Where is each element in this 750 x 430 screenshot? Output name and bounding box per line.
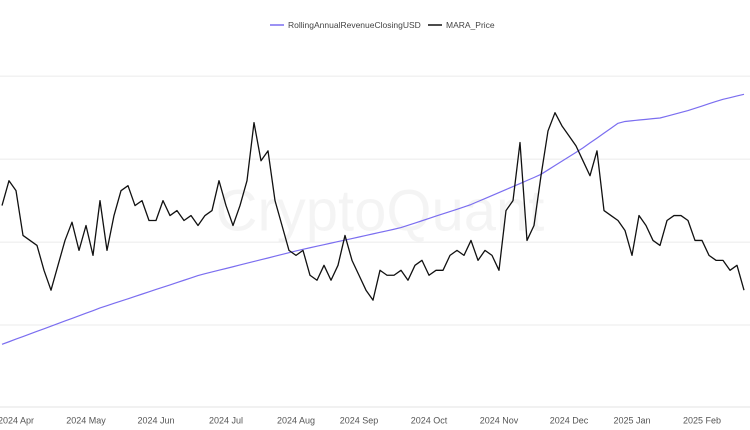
x-tick-label: 2024 Jul bbox=[209, 415, 243, 425]
x-tick-label: 2024 Nov bbox=[480, 415, 519, 425]
x-tick-label: 2024 Aug bbox=[277, 415, 315, 425]
legend-label: MARA_Price bbox=[446, 20, 495, 30]
legend-label: RollingAnnualRevenueClosingUSD bbox=[288, 20, 421, 30]
x-tick-label: 2024 Oct bbox=[411, 415, 448, 425]
watermark: CryptoQuant bbox=[216, 178, 545, 243]
x-tick-label: 2024 May bbox=[66, 415, 106, 425]
series-line bbox=[1, 112, 745, 301]
x-tick-label: 2025 Jan bbox=[613, 415, 650, 425]
x-tick-label: 2024 Apr bbox=[0, 415, 34, 425]
x-tick-label: 2024 Jun bbox=[137, 415, 174, 425]
x-tick-label: 2024 Sep bbox=[340, 415, 379, 425]
x-tick-label: 2024 Dec bbox=[550, 415, 589, 425]
x-tick-label: 2025 Feb bbox=[683, 415, 721, 425]
series-line bbox=[1, 93, 745, 345]
